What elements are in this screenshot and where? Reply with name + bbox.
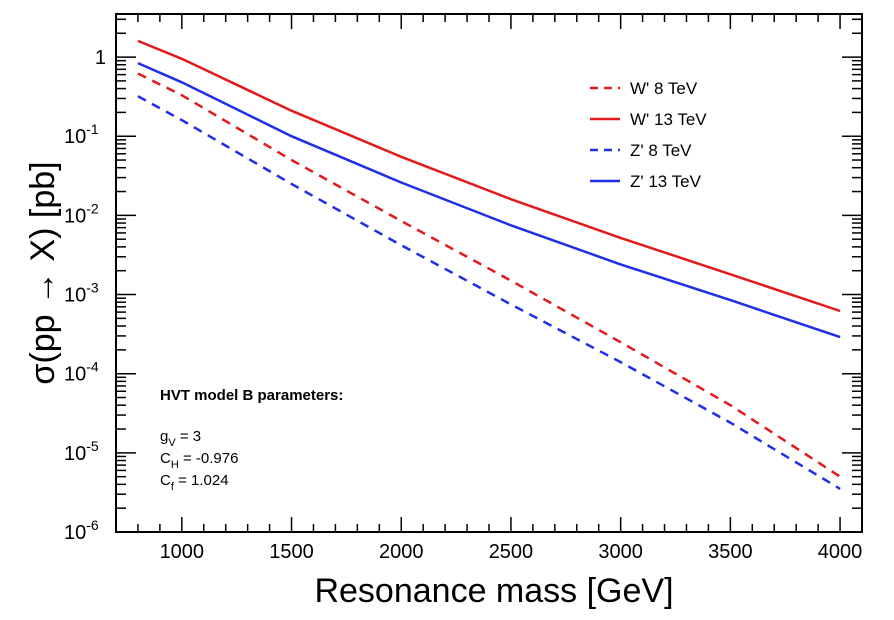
- y-tick-label: 10-3: [64, 280, 99, 307]
- y-tick-label: 10-6: [64, 517, 99, 544]
- series-line-1: [137, 39, 841, 313]
- x-tick-label: 1500: [269, 541, 314, 563]
- legend: W' 8 TeV W' 13 TeV Z' 8 TeV Z' 13 TeV: [590, 79, 707, 191]
- tick-labels: 1000 1500 2000 2500 3000 3500 4000 1 10-1 10-2 10-…: [64, 47, 862, 563]
- x-axis-title: Resonance mass [GeV]: [314, 572, 673, 610]
- legend-label: W' 13 TeV: [630, 110, 707, 129]
- series-line-2: [137, 95, 841, 490]
- x-tick-label: 1000: [160, 541, 205, 563]
- x-tick-label: 4000: [818, 541, 863, 563]
- legend-label: W' 8 TeV: [630, 79, 698, 98]
- axis-ticks: [116, 14, 862, 533]
- annotation-line: CH = -0.976: [160, 450, 238, 471]
- legend-label: Z' 8 TeV: [630, 141, 692, 160]
- annotation-line: Cf = 1.024: [160, 472, 229, 493]
- x-tick-label: 3500: [708, 541, 753, 563]
- y-axis-title: σ(pp → X) [pb]: [24, 161, 62, 384]
- y-tick-label: 1: [95, 47, 106, 69]
- annotation-title: HVT model B parameters:: [160, 387, 343, 404]
- annotation-line: gV = 3: [160, 428, 201, 449]
- x-tick-label: 2000: [379, 541, 424, 563]
- parameter-annotation: HVT model B parameters: gV = 3CH = -0.976…: [160, 387, 343, 493]
- x-tick-label: 3000: [598, 541, 643, 563]
- series-line-0: [137, 72, 841, 478]
- x-tick-label: 2500: [489, 541, 534, 563]
- y-tick-label: 10-4: [64, 359, 99, 386]
- y-tick-label: 10-5: [64, 438, 99, 465]
- series-lines: [137, 39, 841, 490]
- series-line-3: [137, 61, 841, 339]
- legend-label: Z' 13 TeV: [630, 172, 702, 191]
- y-tick-label: 10-1: [64, 121, 99, 148]
- y-tick-label: 10-2: [64, 200, 99, 227]
